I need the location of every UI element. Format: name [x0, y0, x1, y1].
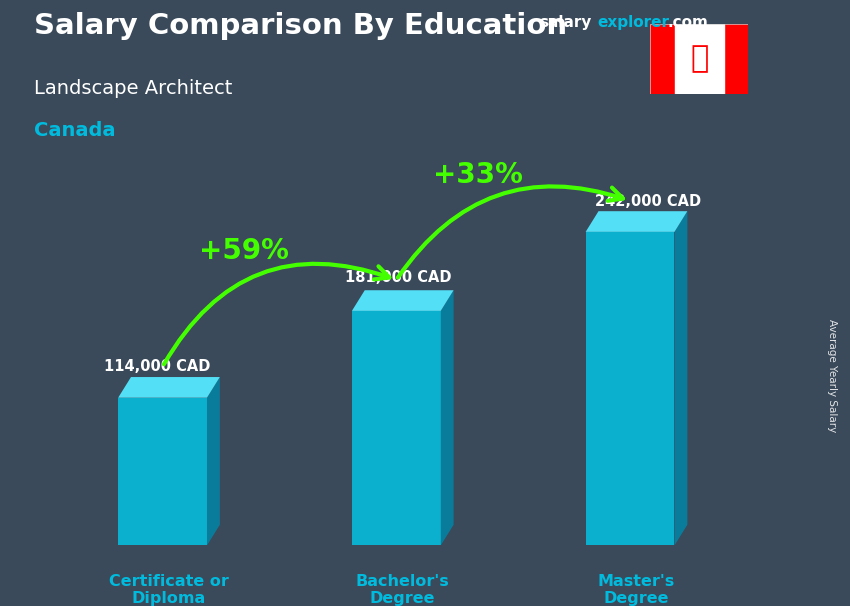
Text: 114,000 CAD: 114,000 CAD	[104, 359, 211, 375]
Bar	[650, 24, 675, 94]
Polygon shape	[352, 311, 440, 545]
Text: Bachelor's
Degree: Bachelor's Degree	[356, 574, 450, 606]
Text: 🍁: 🍁	[690, 45, 708, 73]
Polygon shape	[118, 377, 220, 398]
Polygon shape	[586, 232, 674, 545]
Text: Master's
Degree: Master's Degree	[598, 574, 675, 606]
Text: Salary Comparison By Education: Salary Comparison By Education	[34, 12, 567, 40]
Text: Average Yearly Salary: Average Yearly Salary	[827, 319, 837, 432]
Text: Landscape Architect: Landscape Architect	[34, 79, 232, 98]
Text: 181,000 CAD: 181,000 CAD	[345, 270, 451, 285]
Polygon shape	[207, 377, 220, 545]
Polygon shape	[440, 290, 454, 545]
Text: Certificate or
Diploma: Certificate or Diploma	[109, 574, 229, 606]
Text: +33%: +33%	[434, 161, 523, 188]
Polygon shape	[352, 290, 454, 311]
Text: salary: salary	[540, 15, 592, 30]
Text: Canada: Canada	[34, 121, 116, 140]
Polygon shape	[118, 398, 207, 545]
Polygon shape	[586, 211, 688, 232]
Text: explorer: explorer	[598, 15, 670, 30]
Bar	[723, 24, 748, 94]
Polygon shape	[674, 211, 688, 545]
Text: 242,000 CAD: 242,000 CAD	[595, 193, 701, 208]
Text: .com: .com	[667, 15, 708, 30]
Bar	[675, 24, 723, 94]
Text: +59%: +59%	[200, 237, 289, 265]
